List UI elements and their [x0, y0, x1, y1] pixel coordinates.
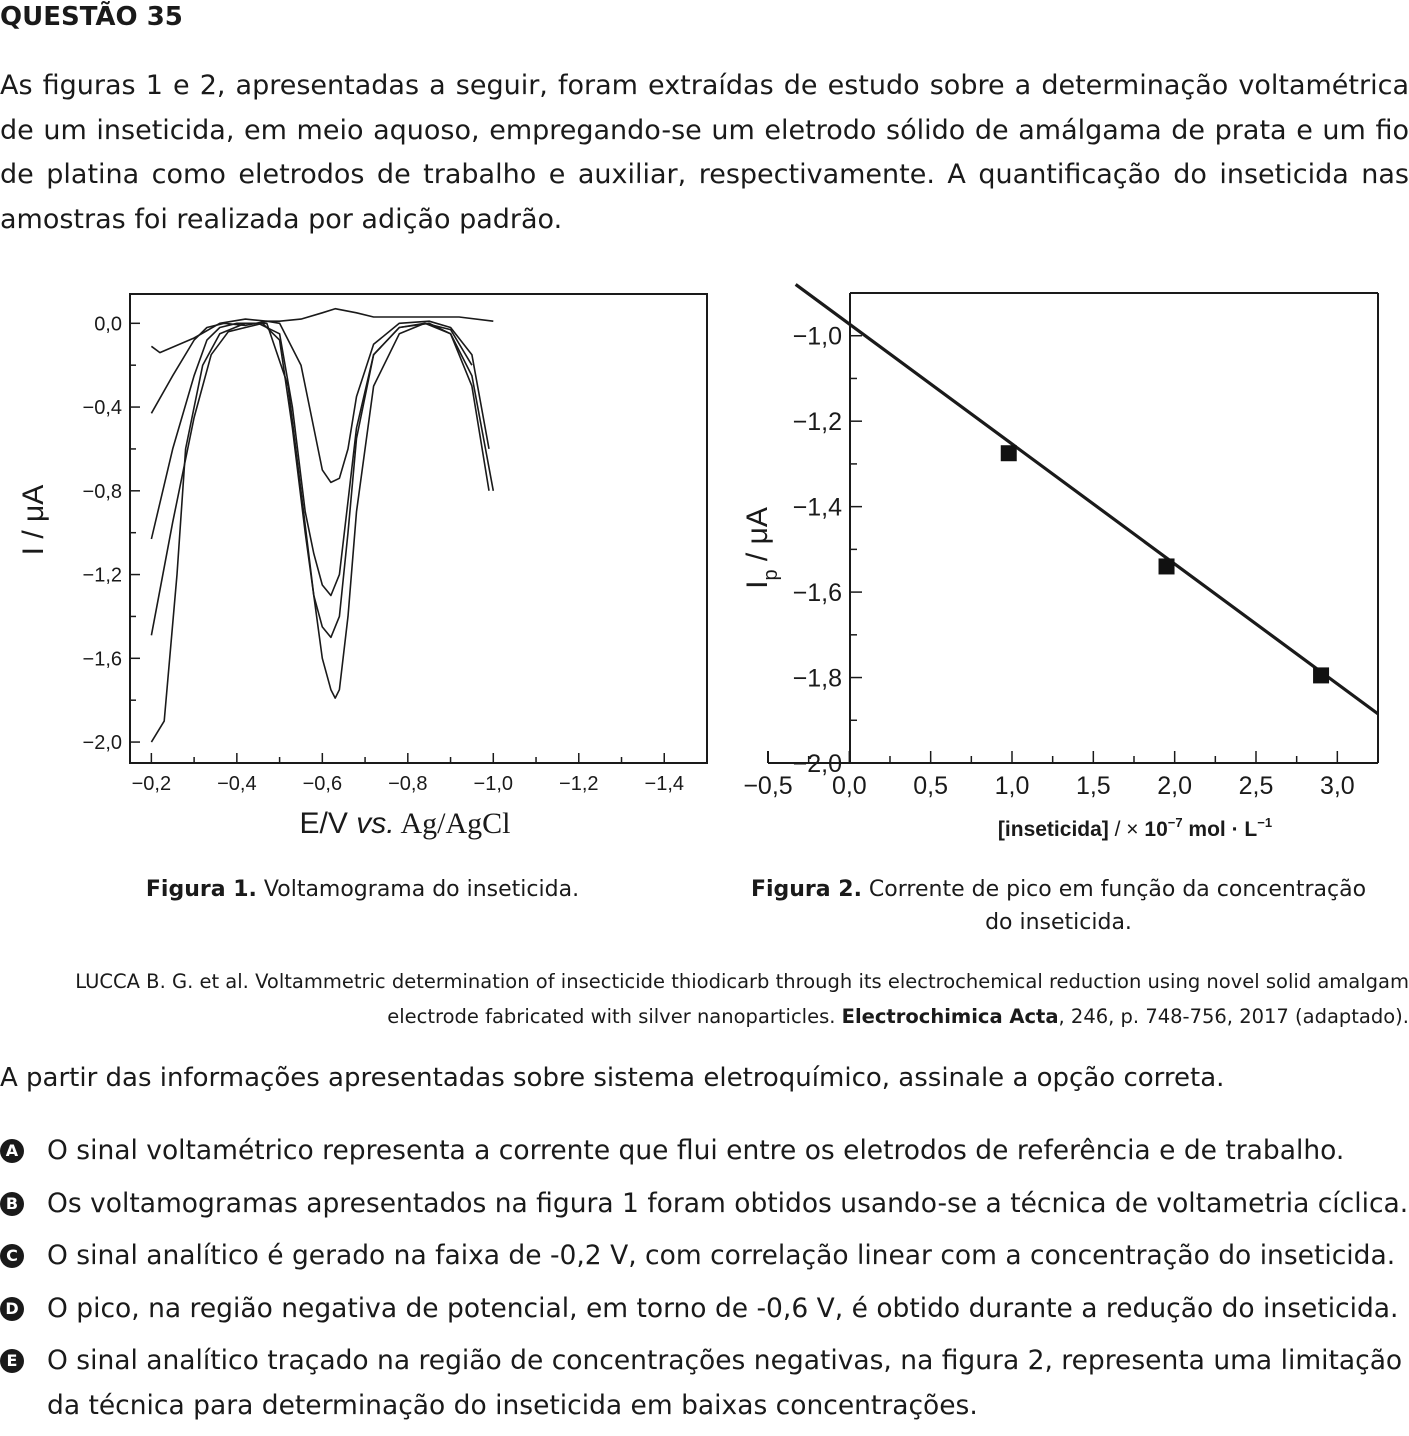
fig1-ytick-label: −0,8: [83, 481, 122, 503]
fig1-xtick-label: −0,2: [132, 773, 171, 795]
option-e-text: O sinal analítico traçado na região de c…: [47, 1345, 1403, 1421]
fig2-xtick-label: 1,0: [995, 772, 1030, 800]
fig1-ylabel: I / μA: [17, 485, 50, 556]
source-reference: LUCCA B. G. et al. Voltammetric determin…: [0, 964, 1409, 1034]
fig1-xlabel-suffix: Ag/AgCl: [395, 807, 511, 840]
fig1-series-5: [150, 322, 495, 743]
fig1-xtick-label: −0,8: [388, 773, 427, 795]
fig1-xtick-label: −1,0: [474, 773, 513, 795]
figure-2-calibration: −0,5 0,0 0,5 1,0 1,5 2,0 2,5 3,0 −2,0 −1,8 −1,6 −1,…: [741, 283, 1379, 841]
option-c[interactable]: C O sinal analítico é gerado na faixa de …: [0, 1233, 1409, 1278]
fig2-xlabel-mid: / ×: [1109, 818, 1145, 841]
figure-1-voltammogram: −0,2 −0,4 −0,6 −0,8 −1,0 −1,2 −1,4 0,0 −0,4 −0,8 −…: [17, 293, 708, 840]
fig2-data-point: [1158, 558, 1175, 575]
fig1-series-2: [150, 320, 490, 484]
fig2-fit-line: [794, 283, 1379, 716]
fig2-ytick-label: −1,8: [793, 665, 842, 693]
figure-1-caption-text: Voltamograma do inseticida.: [256, 877, 580, 902]
question-prompt: A partir das informações apresentadas so…: [0, 1063, 1225, 1093]
fig2-xtick-label: 0,0: [832, 772, 867, 800]
fig1-ytick-label: −0,4: [83, 397, 122, 419]
figure-2-caption: Figura 2. Corrente de pico em função da …: [745, 873, 1372, 939]
option-c-text: O sinal analítico é gerado na faixa de -…: [47, 1240, 1396, 1271]
option-b-text: Os voltamogramas apresentados na figura …: [47, 1187, 1409, 1219]
fig2-xtick-label: 2,0: [1157, 772, 1192, 800]
option-d[interactable]: D O pico, na região negativa de potencial…: [0, 1286, 1409, 1331]
fig1-ytick-label: −1,2: [83, 565, 122, 587]
option-a[interactable]: A O sinal voltamétrico representa a corre…: [0, 1128, 1409, 1173]
fig2-xlabel-bold1: [inseticida]: [998, 818, 1109, 841]
option-a-letter-icon: A: [0, 1139, 24, 1163]
figure-1-caption-label: Figura 1.: [145, 877, 257, 902]
fig2-xtick-label: −0,5: [743, 772, 792, 800]
fig2-ylabel-rest: / μA: [741, 507, 774, 569]
option-d-letter-icon: D: [0, 1296, 24, 1321]
fig1-xlabel: E/V vs. Ag/AgCl: [300, 807, 511, 840]
fig2-ytick-label: −1,2: [793, 408, 842, 436]
fig2-ylabel-sub: p: [760, 569, 782, 580]
option-d-text: O pico, na região negativa de potencial,…: [47, 1292, 1399, 1324]
reference-journal: Electrochimica Acta: [841, 1005, 1059, 1028]
fig2-xlabel-bold3: mol · L: [1183, 818, 1258, 841]
fig2-ytick-label: −1,4: [793, 494, 842, 522]
fig2-xlabel-exp1: −7: [1168, 815, 1183, 830]
fig1-ytick-label: 0,0: [94, 313, 122, 335]
fig1-frame: [129, 293, 708, 764]
fig1-xlabel-italic: vs.: [356, 807, 394, 840]
fig2-ytick-label: −1,6: [793, 579, 842, 607]
fig1-xlabel-prefix: E/V: [300, 807, 357, 840]
fig1-xtick-label: −1,2: [559, 773, 598, 795]
fig2-data-point: [1000, 445, 1017, 462]
fig1-series-1: [150, 307, 494, 354]
figure-2-caption-label: Figura 2.: [750, 877, 862, 902]
option-b[interactable]: B Os voltamogramas apresentados na figura…: [0, 1181, 1409, 1226]
option-b-letter-icon: B: [0, 1191, 24, 1216]
option-c-letter-icon: C: [0, 1244, 24, 1268]
fig2-ytick-label: −1,0: [793, 323, 842, 351]
figure-1-caption: Figura 1. Voltamograma do inseticida.: [120, 873, 605, 906]
fig1-xtick-label: −1,4: [645, 773, 684, 795]
fig2-data-point: [1313, 667, 1330, 684]
fig1-xtick-label: −0,4: [217, 773, 256, 795]
figure-2-caption-text: Corrente de pico em função da concentraç…: [861, 877, 1367, 935]
fig1-xtick-label: −0,6: [303, 773, 342, 795]
fig2-ylabel: Ip / μA: [741, 507, 782, 589]
fig2-xtick-label: 2,5: [1239, 772, 1274, 800]
option-e[interactable]: E O sinal analítico traçado na região de …: [0, 1338, 1409, 1428]
fig2-xlabel-bold2: 10: [1144, 818, 1167, 841]
option-a-text: O sinal voltamétrico representa a corren…: [47, 1135, 1345, 1166]
question-stem: As figuras 1 e 2, apresentadas a seguir,…: [0, 70, 1409, 235]
fig2-xtick-label: 1,5: [1076, 772, 1111, 800]
fig2-ylabel-main: I: [741, 581, 774, 589]
fig1-ytick-label: −1,6: [83, 648, 122, 670]
answer-options: A O sinal voltamétrico representa a corre…: [0, 1128, 1409, 1436]
fig2-xtick-label: 0,5: [913, 772, 948, 800]
fig1-ytick-label: −2,0: [83, 732, 122, 754]
option-e-letter-icon: E: [0, 1349, 24, 1373]
fig1-series-4: [150, 322, 473, 639]
fig2-xlabel: [inseticida] / × 10−7 mol · L−1: [998, 815, 1272, 841]
fig2-ytick-label: −2,0: [793, 750, 842, 778]
reference-text: LUCCA B. G. et al. Voltammetric determin…: [75, 970, 1409, 1028]
fig2-xlabel-exp2: −1: [1257, 815, 1272, 830]
reference-details: , 246, p. 748-756, 2017 (adaptado).: [1058, 1005, 1409, 1028]
question-title: QUESTÃO 35: [0, 2, 183, 32]
fig2-xtick-label: 3,0: [1320, 772, 1355, 800]
